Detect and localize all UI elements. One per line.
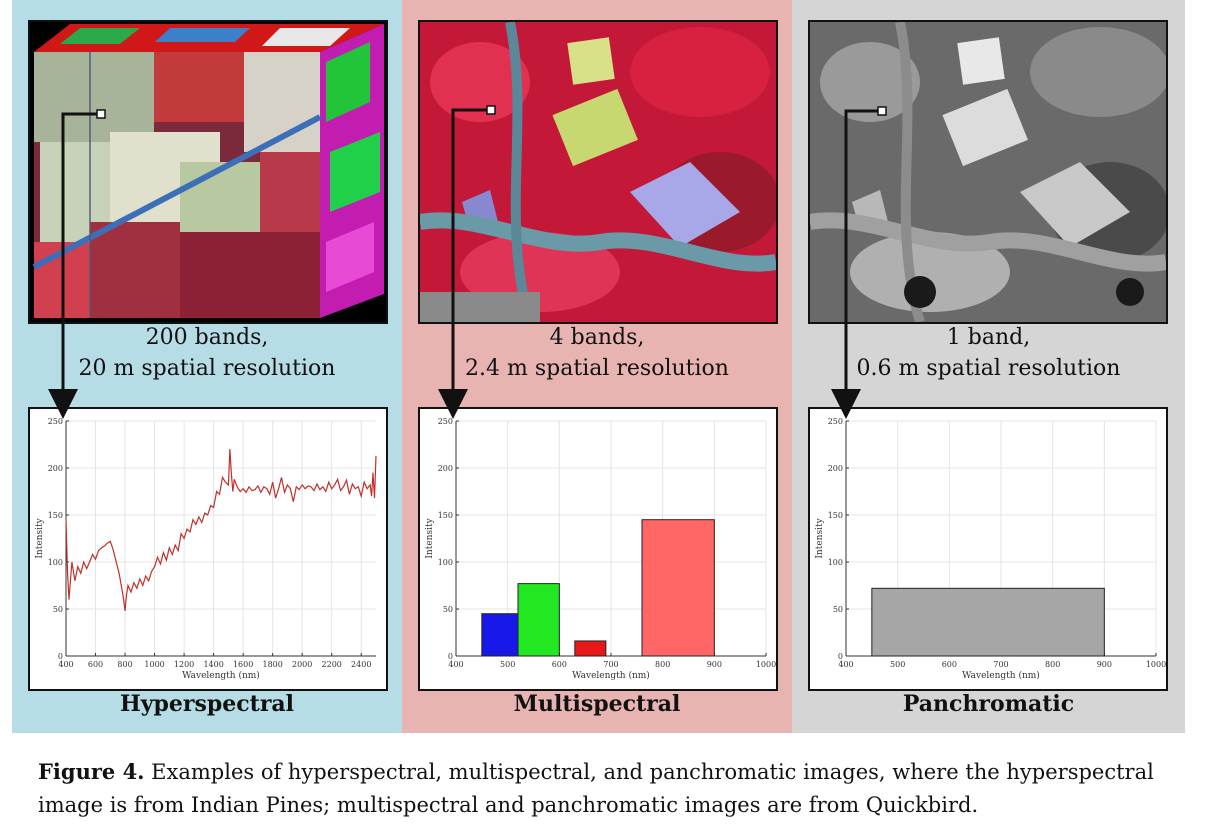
y-axis-label: Intensity xyxy=(815,517,825,558)
panchromatic-caption: 1 band, 0.6 m spatial resolution xyxy=(792,322,1185,384)
band-bar xyxy=(517,583,560,657)
caption-resolution: 2.4 m spatial resolution xyxy=(465,356,729,381)
multispectral-panel: 4 bands, 2.4 m spatial resolution 400 500… xyxy=(402,0,792,733)
hyperspectral-caption: 200 bands, 20 m spatial resolution xyxy=(12,322,402,384)
x-tick-label: 1000 xyxy=(1146,660,1166,669)
y-tick-label: 0 xyxy=(58,652,63,661)
y-tick-label: 150 xyxy=(48,511,63,520)
caption-bands: 4 bands, xyxy=(549,325,645,350)
x-tick-label: 400 xyxy=(838,660,853,669)
x-tick-label: 1000 xyxy=(756,660,776,669)
x-tick-label: 2200 xyxy=(322,660,342,669)
spectrum-line xyxy=(65,449,377,611)
multispectral-spectrum-plot: 400 500 600 700 800 900 1000 0 50 100 150 200 250 Wav… xyxy=(418,407,778,691)
hyperspectral-spectrum-plot: 400 600 800 1000 1200 1400 1600 1800 2000 2200 240… xyxy=(28,407,388,691)
band-bar xyxy=(481,613,519,657)
x-axis-label: Wavelength (nm) xyxy=(182,670,260,681)
hyperspectral-panel: 200 bands, 20 m spatial resolution 400 60… xyxy=(12,0,402,733)
y-axis-label: Intensity xyxy=(425,517,435,558)
x-tick-label: 800 xyxy=(117,660,132,669)
x-tick-label: 1400 xyxy=(203,660,223,669)
y-tick-label: 250 xyxy=(438,417,453,426)
y-tick-label: 200 xyxy=(828,464,843,473)
x-tick-label: 500 xyxy=(890,660,905,669)
x-tick-label: 800 xyxy=(1045,660,1060,669)
x-tick-label: 1200 xyxy=(174,660,194,669)
x-tick-label: 900 xyxy=(1097,660,1112,669)
hyperspectral-title: Hyperspectral xyxy=(119,691,295,717)
y-tick-label: 200 xyxy=(48,464,63,473)
y-tick-label: 0 xyxy=(838,652,843,661)
x-tick-label: 1000 xyxy=(144,660,164,669)
multispectral-title: Multispectral xyxy=(513,691,681,717)
caption-bands: 1 band, xyxy=(946,325,1031,350)
panchromatic-title: Panchromatic xyxy=(902,691,1075,717)
y-tick-label: 0 xyxy=(448,652,453,661)
band-bar xyxy=(641,519,715,657)
x-tick-label: 2400 xyxy=(351,660,371,669)
caption-resolution: 0.6 m spatial resolution xyxy=(856,356,1121,381)
band-bar xyxy=(574,640,607,657)
y-tick-label: 250 xyxy=(48,417,63,426)
y-axis-label: Intensity xyxy=(35,517,45,558)
y-tick-label: 150 xyxy=(828,511,843,520)
y-tick-label: 150 xyxy=(438,511,453,520)
figure-caption-text: Examples of hyperspectral, multispectral… xyxy=(38,760,1154,817)
x-tick-label: 600 xyxy=(552,660,567,669)
y-tick-label: 200 xyxy=(438,464,453,473)
x-tick-label: 500 xyxy=(500,660,515,669)
x-tick-label: 600 xyxy=(942,660,957,669)
figure-caption: Figure 4. Examples of hyperspectral, mul… xyxy=(38,755,1178,822)
band-bar xyxy=(871,587,1105,657)
x-tick-label: 1800 xyxy=(262,660,282,669)
panchromatic-spectrum-plot: 400 500 600 700 800 900 1000 0 50 100 150 200 250 Wav… xyxy=(808,407,1168,691)
y-tick-label: 100 xyxy=(48,558,63,567)
x-tick-label: 400 xyxy=(448,660,463,669)
y-tick-label: 50 xyxy=(833,605,843,614)
x-tick-label: 700 xyxy=(603,660,618,669)
y-tick-label: 100 xyxy=(828,558,843,567)
multispectral-caption: 4 bands, 2.4 m spatial resolution xyxy=(402,322,792,384)
x-tick-label: 2000 xyxy=(292,660,312,669)
y-tick-label: 50 xyxy=(443,605,453,614)
panchromatic-panel: 1 band, 0.6 m spatial resolution 400 500 6… xyxy=(792,0,1185,733)
x-tick-label: 400 xyxy=(58,660,73,669)
y-tick-label: 250 xyxy=(828,417,843,426)
caption-bands: 200 bands, xyxy=(145,325,269,350)
figure-label: Figure 4. xyxy=(38,759,145,784)
x-axis-label: Wavelength (nm) xyxy=(572,670,650,681)
y-tick-label: 100 xyxy=(438,558,453,567)
x-tick-label: 700 xyxy=(993,660,1008,669)
x-axis-label: Wavelength (nm) xyxy=(962,670,1040,681)
x-tick-label: 800 xyxy=(655,660,670,669)
x-tick-label: 900 xyxy=(707,660,722,669)
multispectral-image xyxy=(418,20,778,324)
x-tick-label: 600 xyxy=(88,660,103,669)
x-tick-label: 1600 xyxy=(233,660,253,669)
caption-resolution: 20 m spatial resolution xyxy=(78,356,336,381)
panchromatic-image xyxy=(808,20,1168,324)
y-tick-label: 50 xyxy=(53,605,63,614)
hyperspectral-cube-image xyxy=(28,20,388,324)
